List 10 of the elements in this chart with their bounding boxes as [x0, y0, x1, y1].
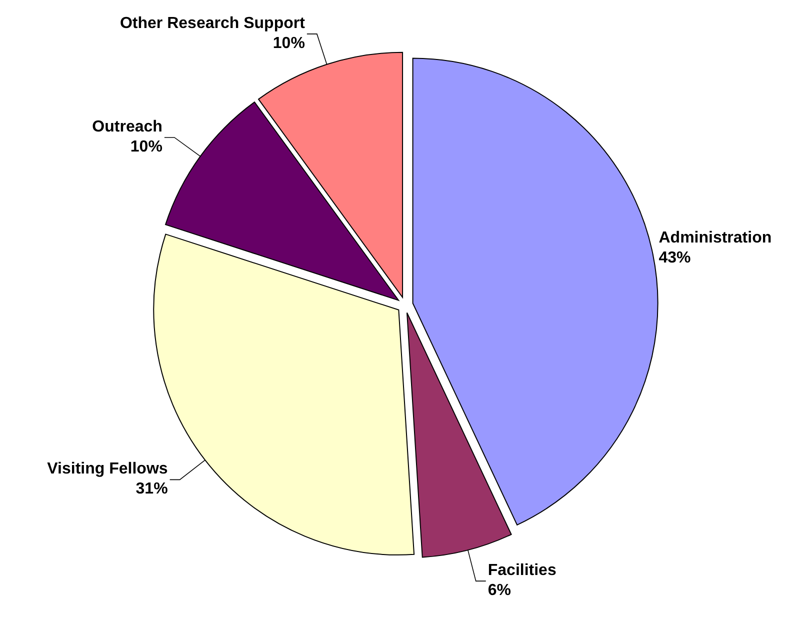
slice-label: Visiting Fellows	[47, 460, 168, 478]
slice-label: Outreach	[92, 118, 162, 136]
data-label: 10%	[130, 138, 162, 156]
data-label: 31%	[136, 480, 168, 498]
data-label: 6%	[488, 582, 511, 600]
data-label: 43%	[658, 249, 691, 266]
slice-label: Facilities	[488, 562, 556, 580]
data-label: 10%	[272, 34, 305, 52]
slice-label: Administration	[658, 229, 772, 246]
slice-label: Other Research Support	[120, 14, 306, 32]
